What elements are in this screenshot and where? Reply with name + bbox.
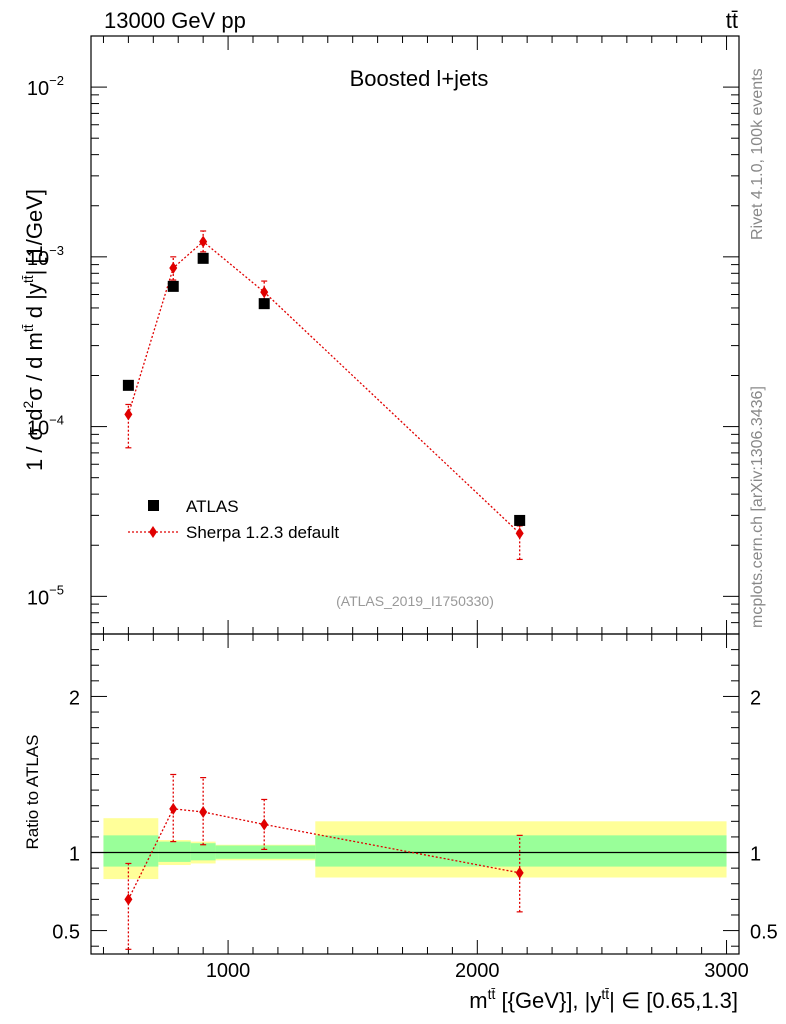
ratio-tick-label-right-2: 2 xyxy=(750,687,761,709)
y-tick-exp: −3 xyxy=(49,243,64,258)
plot-title: Boosted l+jets xyxy=(350,66,489,91)
sherpa-ratio-point-0 xyxy=(124,893,133,906)
analysis-label: (ATLAS_2019_I1750330) xyxy=(336,593,494,609)
ylabel-a: 1 / σ d xyxy=(22,409,47,472)
ylabel-tt2: tt̄ xyxy=(20,275,36,283)
y-tick-label-2: 10−3 xyxy=(27,243,64,270)
ylabel-b: σ / d m xyxy=(22,332,47,401)
sherpa-ratio-point-2 xyxy=(199,805,208,818)
sherpa-point-0 xyxy=(124,408,133,421)
y-tick-exp: −2 xyxy=(49,73,64,88)
y-tick-label-0: 10−5 xyxy=(27,582,64,609)
y-tick-label-3: 10−2 xyxy=(27,73,64,100)
sherpa-ratio-point-4 xyxy=(515,866,524,879)
sherpa-ratio-point-1 xyxy=(169,802,178,815)
x-axis-label: mtt̄ [{GeV}], |ytt̄| ∈ [0.65,1.3] xyxy=(469,986,738,1013)
y-tick-exp: −4 xyxy=(49,413,64,428)
xlabel-range: | ∈ [0.65,1.3] xyxy=(609,988,738,1013)
atlas-point-4 xyxy=(514,514,526,526)
rivet-label: Rivet 4.1.0, 100k events xyxy=(749,68,766,240)
header-left: 13000 GeV pp xyxy=(104,8,246,33)
ratio-tick-label-left-2: 2 xyxy=(69,687,80,709)
legend-atlas-marker xyxy=(148,500,159,511)
y-tick-base: 10 xyxy=(27,418,49,440)
legend-sherpa-marker xyxy=(149,526,157,538)
y-tick-base: 10 xyxy=(27,587,49,609)
ylabel-sup2: 2 xyxy=(20,401,36,409)
y-tick-base: 10 xyxy=(27,248,49,270)
ylabel-d: | [1/GeV] xyxy=(22,189,47,275)
atlas-point-1 xyxy=(167,280,179,292)
ratio-tick-label-right-1: 1 xyxy=(750,844,761,866)
atlas-point-3 xyxy=(258,298,270,310)
y-tick-label-1: 10−4 xyxy=(27,413,64,440)
xlabel-m: m xyxy=(469,988,487,1013)
inner-band-0 xyxy=(103,835,159,867)
sherpa-ratio-line xyxy=(127,808,520,900)
ratio-tick-label-left-1: 1 xyxy=(69,844,80,866)
main-frame xyxy=(90,35,740,635)
mcplots-label: mcplots.cern.ch [arXiv:1306.3436] xyxy=(749,386,766,628)
ratio-tick-label-right-0: 0.5 xyxy=(750,922,778,944)
ratio-tick-label-left-0: 0.5 xyxy=(52,922,80,944)
ratio-frame xyxy=(90,633,740,955)
ratio-y-label: Ratio to ATLAS xyxy=(23,735,42,850)
legend-atlas-label: ATLAS xyxy=(186,497,239,516)
x-tick-label-2: 3000 xyxy=(704,960,749,982)
y-tick-exp: −5 xyxy=(49,582,64,597)
main-panel: 10−510−410−310−2 xyxy=(27,35,739,635)
atlas-point-0 xyxy=(122,379,134,391)
xlabel-tt2: tt̄ xyxy=(601,986,609,1002)
x-tick-label-1: 2000 xyxy=(455,960,500,982)
sherpa-point-3 xyxy=(260,286,269,299)
header-right: tt̄ xyxy=(726,8,738,33)
sherpa-point-1 xyxy=(169,261,178,274)
inner-band-4 xyxy=(315,835,727,867)
atlas-point-2 xyxy=(197,252,209,264)
y-axis-label: 1 / σ d2σ / d mtt̄ d |ytt̄| [1/GeV] xyxy=(20,189,47,471)
ylabel-tt1: tt̄ xyxy=(20,324,36,332)
inner-band-1 xyxy=(158,841,191,862)
sherpa-point-2 xyxy=(199,235,208,248)
y-tick-base: 10 xyxy=(27,78,49,100)
inner-band-2 xyxy=(190,843,216,861)
xlabel-unit: [{GeV}], |y xyxy=(495,988,601,1013)
sherpa-ratio-point-3 xyxy=(260,818,269,831)
legend-sherpa-label: Sherpa 1.2.3 default xyxy=(186,523,339,542)
sherpa-line xyxy=(127,240,521,534)
ylabel-c: d |y xyxy=(22,283,47,324)
legend: ATLAS Sherpa 1.2.3 default xyxy=(128,497,339,542)
xlabel-tt1: tt̄ xyxy=(488,986,496,1002)
sherpa-point-4 xyxy=(515,527,524,540)
x-tick-label-0: 1000 xyxy=(206,960,251,982)
